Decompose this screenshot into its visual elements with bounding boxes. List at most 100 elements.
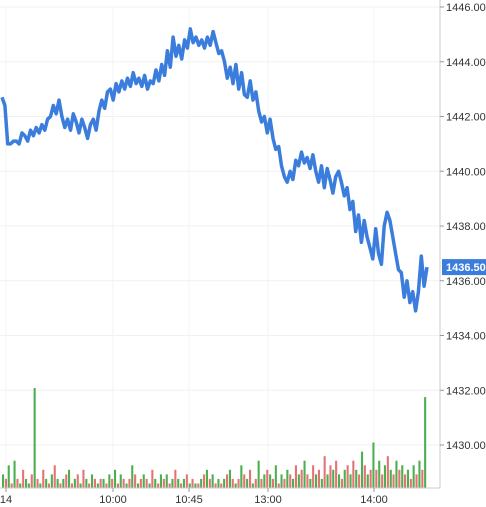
volume-bar xyxy=(62,478,65,488)
volume-bar xyxy=(165,474,168,488)
volume-bar xyxy=(108,474,111,488)
y-tick-label: 1446.00 xyxy=(446,2,486,14)
volume-bar xyxy=(395,460,398,488)
volume-bar xyxy=(297,474,300,488)
volume-bar xyxy=(257,460,260,488)
volume-bar xyxy=(421,469,424,488)
x-tick-label: 10:45 xyxy=(175,494,203,506)
volume-bar xyxy=(320,478,323,488)
volume-bar xyxy=(42,469,45,488)
volume-bar xyxy=(111,478,114,488)
y-tick-label: 1440.00 xyxy=(446,166,486,178)
volume-bar xyxy=(182,478,185,488)
volume-bar xyxy=(346,465,349,488)
volume-bar xyxy=(263,474,266,488)
y-tick-label: 1432.00 xyxy=(446,385,486,397)
volume-bar xyxy=(105,483,108,488)
volume-bar xyxy=(82,469,85,488)
volume-bar xyxy=(85,478,88,488)
volume-bar xyxy=(386,456,389,488)
y-axis-ticks: 1446.00 1444.00 1442.00 1440.00 1438.00 1436.… xyxy=(440,2,486,452)
volume-bar xyxy=(294,465,297,488)
volume-bar xyxy=(214,483,217,488)
volume-bar xyxy=(128,478,131,488)
volume-bar xyxy=(315,474,318,488)
volume-bar xyxy=(234,483,237,488)
volume-bar xyxy=(409,478,412,488)
volume-bar xyxy=(406,469,409,488)
y-tick-label: 1438.00 xyxy=(446,221,486,233)
y-tick-label: 1442.00 xyxy=(446,112,486,124)
volume-bar xyxy=(91,474,94,488)
volume-bar xyxy=(188,483,191,488)
volume-bar xyxy=(251,483,254,488)
volume-bar xyxy=(404,474,407,488)
volume-bar xyxy=(401,465,404,488)
volume-bar xyxy=(145,478,148,488)
volume-bar xyxy=(326,474,329,488)
volume-bar xyxy=(79,483,82,488)
volume-bar xyxy=(162,478,165,488)
volume-bar xyxy=(16,478,19,488)
volume-bar xyxy=(274,465,277,488)
volume-bar xyxy=(142,474,145,488)
volume-bar xyxy=(168,483,171,488)
volume-bar xyxy=(180,483,183,488)
volume-bar xyxy=(205,469,208,488)
volume-bar xyxy=(159,474,162,488)
volume-bar xyxy=(415,474,418,488)
volume-bar xyxy=(366,474,369,488)
volume-bar xyxy=(56,478,59,488)
volume-bar xyxy=(70,483,73,488)
volume-bar xyxy=(372,442,375,488)
volume-bar xyxy=(312,465,315,488)
volume-bar xyxy=(154,478,157,488)
volume-bar xyxy=(59,483,62,488)
current-price-tag: 1436.50 xyxy=(442,259,486,276)
volume-bar xyxy=(203,474,206,488)
volume-bar xyxy=(226,474,229,488)
volume-bar xyxy=(13,460,16,488)
volume-bar xyxy=(171,478,174,488)
volume-bar xyxy=(96,483,99,488)
volume-bar xyxy=(19,483,22,488)
volume-bar xyxy=(197,483,200,488)
volume-bar xyxy=(27,483,30,488)
volume-bar xyxy=(200,478,203,488)
volume-bar xyxy=(286,469,289,488)
volume-bar xyxy=(309,478,312,488)
volume-bar xyxy=(7,465,10,488)
volume-bar xyxy=(340,478,343,488)
volume-bar xyxy=(392,474,395,488)
volume-bar xyxy=(53,465,56,488)
volume-bar xyxy=(4,478,7,488)
volume-bar xyxy=(185,474,188,488)
volume-bar xyxy=(114,469,117,488)
volume-bar xyxy=(217,478,220,488)
volume-bar xyxy=(292,478,295,488)
volume-bar xyxy=(10,483,13,488)
volume-bar xyxy=(148,483,151,488)
volume-bar xyxy=(343,469,346,488)
x-tick-label: 14:00 xyxy=(360,494,388,506)
volume-bar xyxy=(283,478,286,488)
volume-bar xyxy=(2,474,5,488)
volume-bar xyxy=(418,460,421,488)
volume-bar xyxy=(412,465,415,488)
volume-bar xyxy=(223,478,226,488)
volume-bar xyxy=(68,469,71,488)
volume-bar xyxy=(375,469,378,488)
volume-bar xyxy=(139,478,142,488)
volume-bar xyxy=(119,474,122,488)
volume-bar xyxy=(33,388,36,488)
volume-bar xyxy=(300,469,303,488)
volume-bar xyxy=(99,478,102,488)
volume-bar xyxy=(358,474,361,488)
volume-bar xyxy=(254,478,257,488)
volume-bar xyxy=(47,483,50,488)
volume-bar xyxy=(134,474,137,488)
volume-bar xyxy=(237,478,240,488)
volume-bar xyxy=(306,474,309,488)
volume-bar xyxy=(317,469,320,488)
